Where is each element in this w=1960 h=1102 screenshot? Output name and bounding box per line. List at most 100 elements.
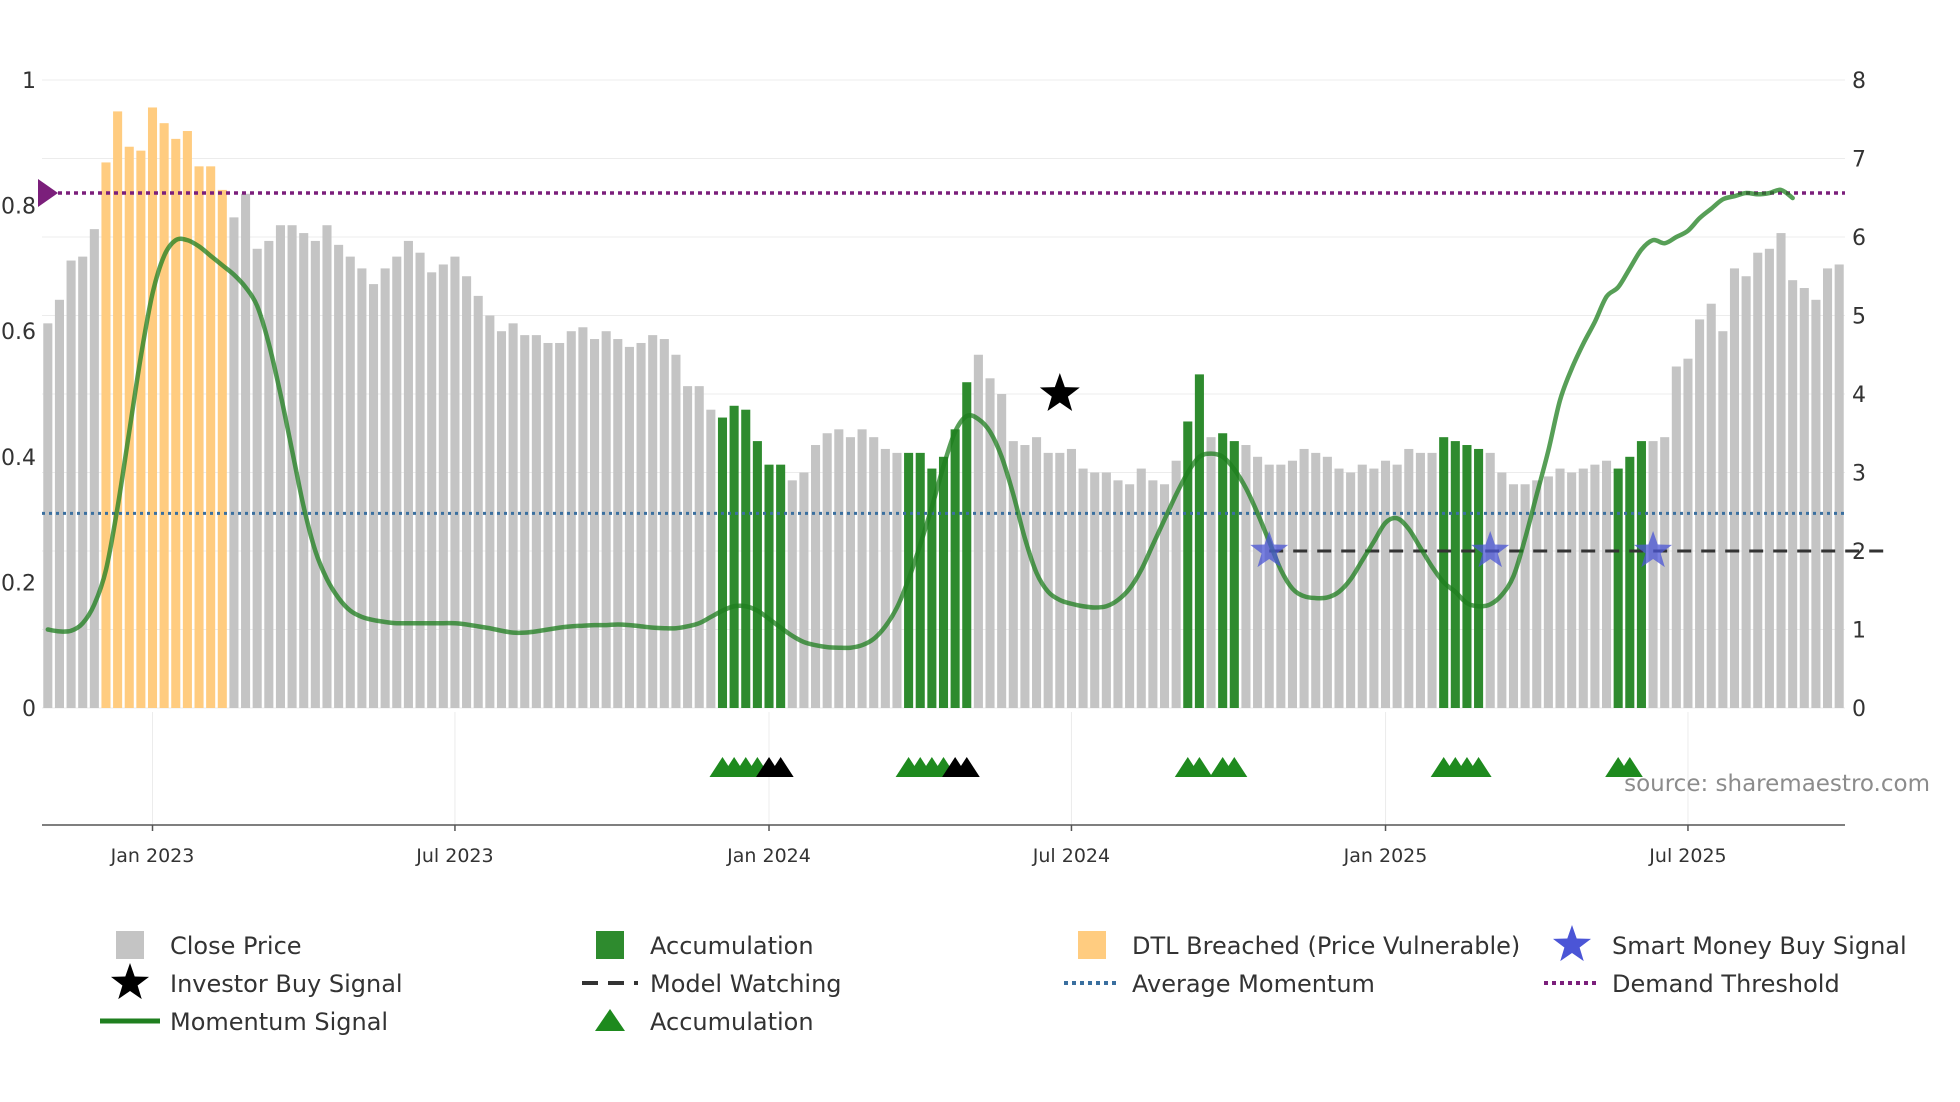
accumulation-bar <box>927 468 937 708</box>
accumulation-bar <box>764 464 774 708</box>
close-price-bar <box>392 256 402 708</box>
close-price-bar <box>1171 460 1181 708</box>
left-axis-tick-label: 0 <box>22 697 36 722</box>
accumulation-marker-dark <box>767 757 794 777</box>
legend-item: Average Momentum <box>1064 970 1375 998</box>
close-price-bar <box>1753 252 1763 708</box>
close-price-bar <box>345 256 355 708</box>
close-price-bar <box>578 327 588 708</box>
close-price-bar <box>1264 464 1274 708</box>
close-price-bar <box>1497 472 1507 708</box>
x-axis-tick-label: Jul 2024 <box>1032 845 1110 867</box>
legend-label: Momentum Signal <box>170 1008 388 1036</box>
legend-label: Accumulation <box>650 1008 814 1036</box>
right-axis-tick-label: 3 <box>1852 462 1866 487</box>
close-price-bar <box>1369 468 1379 708</box>
accumulation-bar <box>950 429 960 708</box>
close-price-bar <box>66 260 76 708</box>
accumulation-bar <box>1183 421 1193 708</box>
accumulation-bar <box>1218 433 1228 708</box>
dtl-breached-bar <box>171 138 181 708</box>
close-price-bars <box>43 107 1844 709</box>
close-price-bar <box>880 448 890 708</box>
close-price-bar <box>1008 441 1018 708</box>
close-price-bar <box>601 331 611 708</box>
close-price-bar <box>1078 468 1088 708</box>
accumulation-bar <box>1439 437 1449 708</box>
legend-triangle-icon <box>595 1009 625 1031</box>
close-price-bar <box>54 299 64 708</box>
right-axis-tick-label: 6 <box>1852 226 1866 251</box>
close-price-bar <box>462 276 472 708</box>
close-price-bar <box>1311 452 1321 708</box>
close-price-bar <box>1241 445 1251 708</box>
accumulation-bar <box>1194 374 1204 708</box>
close-price-bar <box>427 272 437 708</box>
dtl-breached-bar <box>136 150 146 708</box>
accumulation-marker <box>1221 757 1248 777</box>
close-price-bar <box>1148 480 1158 708</box>
close-price-bar <box>485 315 495 708</box>
close-price-bar <box>415 252 425 708</box>
close-price-bar <box>787 480 797 708</box>
legend-star-icon <box>1552 925 1592 962</box>
smart-money-buy-signal-star <box>1471 531 1510 568</box>
close-price-bar <box>694 386 704 708</box>
close-price-bar <box>1159 484 1170 708</box>
legend-star-icon <box>110 963 150 1000</box>
close-price-bar <box>613 339 623 708</box>
close-price-bar <box>287 225 297 708</box>
dtl-breached-bar <box>147 107 158 709</box>
accumulation-bar <box>1636 441 1646 708</box>
x-axis-tick-label: Jan 2023 <box>110 845 195 867</box>
legend-label: DTL Breached (Price Vulnerable) <box>1132 932 1520 960</box>
accumulation-marker <box>1186 757 1213 777</box>
close-price-bar <box>1741 276 1751 708</box>
close-price-bar <box>1287 460 1298 708</box>
close-price-bar <box>1043 452 1053 708</box>
close-price-bar <box>811 445 821 708</box>
right-axis-tick-label: 1 <box>1852 619 1866 644</box>
close-price-bar <box>229 217 239 708</box>
close-price-bar <box>450 256 460 708</box>
accumulation-bar <box>1625 456 1635 708</box>
close-price-bar <box>1590 464 1600 708</box>
close-price-bar <box>845 437 855 708</box>
close-price-bar <box>496 331 507 708</box>
close-price-bar <box>1485 452 1495 708</box>
close-price-bar <box>869 437 879 708</box>
accumulation-bar <box>1474 448 1484 708</box>
close-price-bar <box>1683 358 1693 708</box>
close-price-bar <box>1799 288 1809 708</box>
momentum-signal-line <box>45 187 1795 651</box>
legend-item: Accumulation <box>595 1008 814 1036</box>
x-axis-tick-label: Jan 2024 <box>726 845 811 867</box>
legend-item: Close Price <box>116 931 302 960</box>
dtl-breached-bar <box>217 189 227 708</box>
close-price-bar <box>1718 331 1728 708</box>
close-price-bar <box>1380 460 1391 708</box>
smart-money-buy-signal-star <box>1634 531 1673 568</box>
left-axis-tick-label: 1 <box>22 69 36 94</box>
close-price-bar <box>659 339 669 708</box>
close-price-bar <box>555 342 565 708</box>
dtl-breached-bar <box>182 131 192 708</box>
close-price-bar <box>508 323 518 708</box>
close-price-bar <box>1508 484 1519 708</box>
smart-money-buy-signal-star <box>1250 531 1289 568</box>
legend-swatch-square <box>596 931 624 959</box>
x-axis-tick-label: Jul 2023 <box>415 845 493 867</box>
right-axis-tick-label: 0 <box>1852 697 1866 722</box>
close-price-bar <box>822 433 832 708</box>
close-price-bar <box>380 268 390 708</box>
close-price-bar <box>1125 484 1135 708</box>
legend-swatch-square <box>1078 931 1106 959</box>
close-price-bar <box>322 225 332 708</box>
close-price-bar <box>252 248 262 708</box>
close-price-bar <box>438 264 448 708</box>
accumulation-bar <box>1450 441 1460 708</box>
legend-label: Average Momentum <box>1132 970 1375 998</box>
right-axis-tick-label: 7 <box>1852 148 1866 173</box>
close-price-bar <box>264 240 274 709</box>
